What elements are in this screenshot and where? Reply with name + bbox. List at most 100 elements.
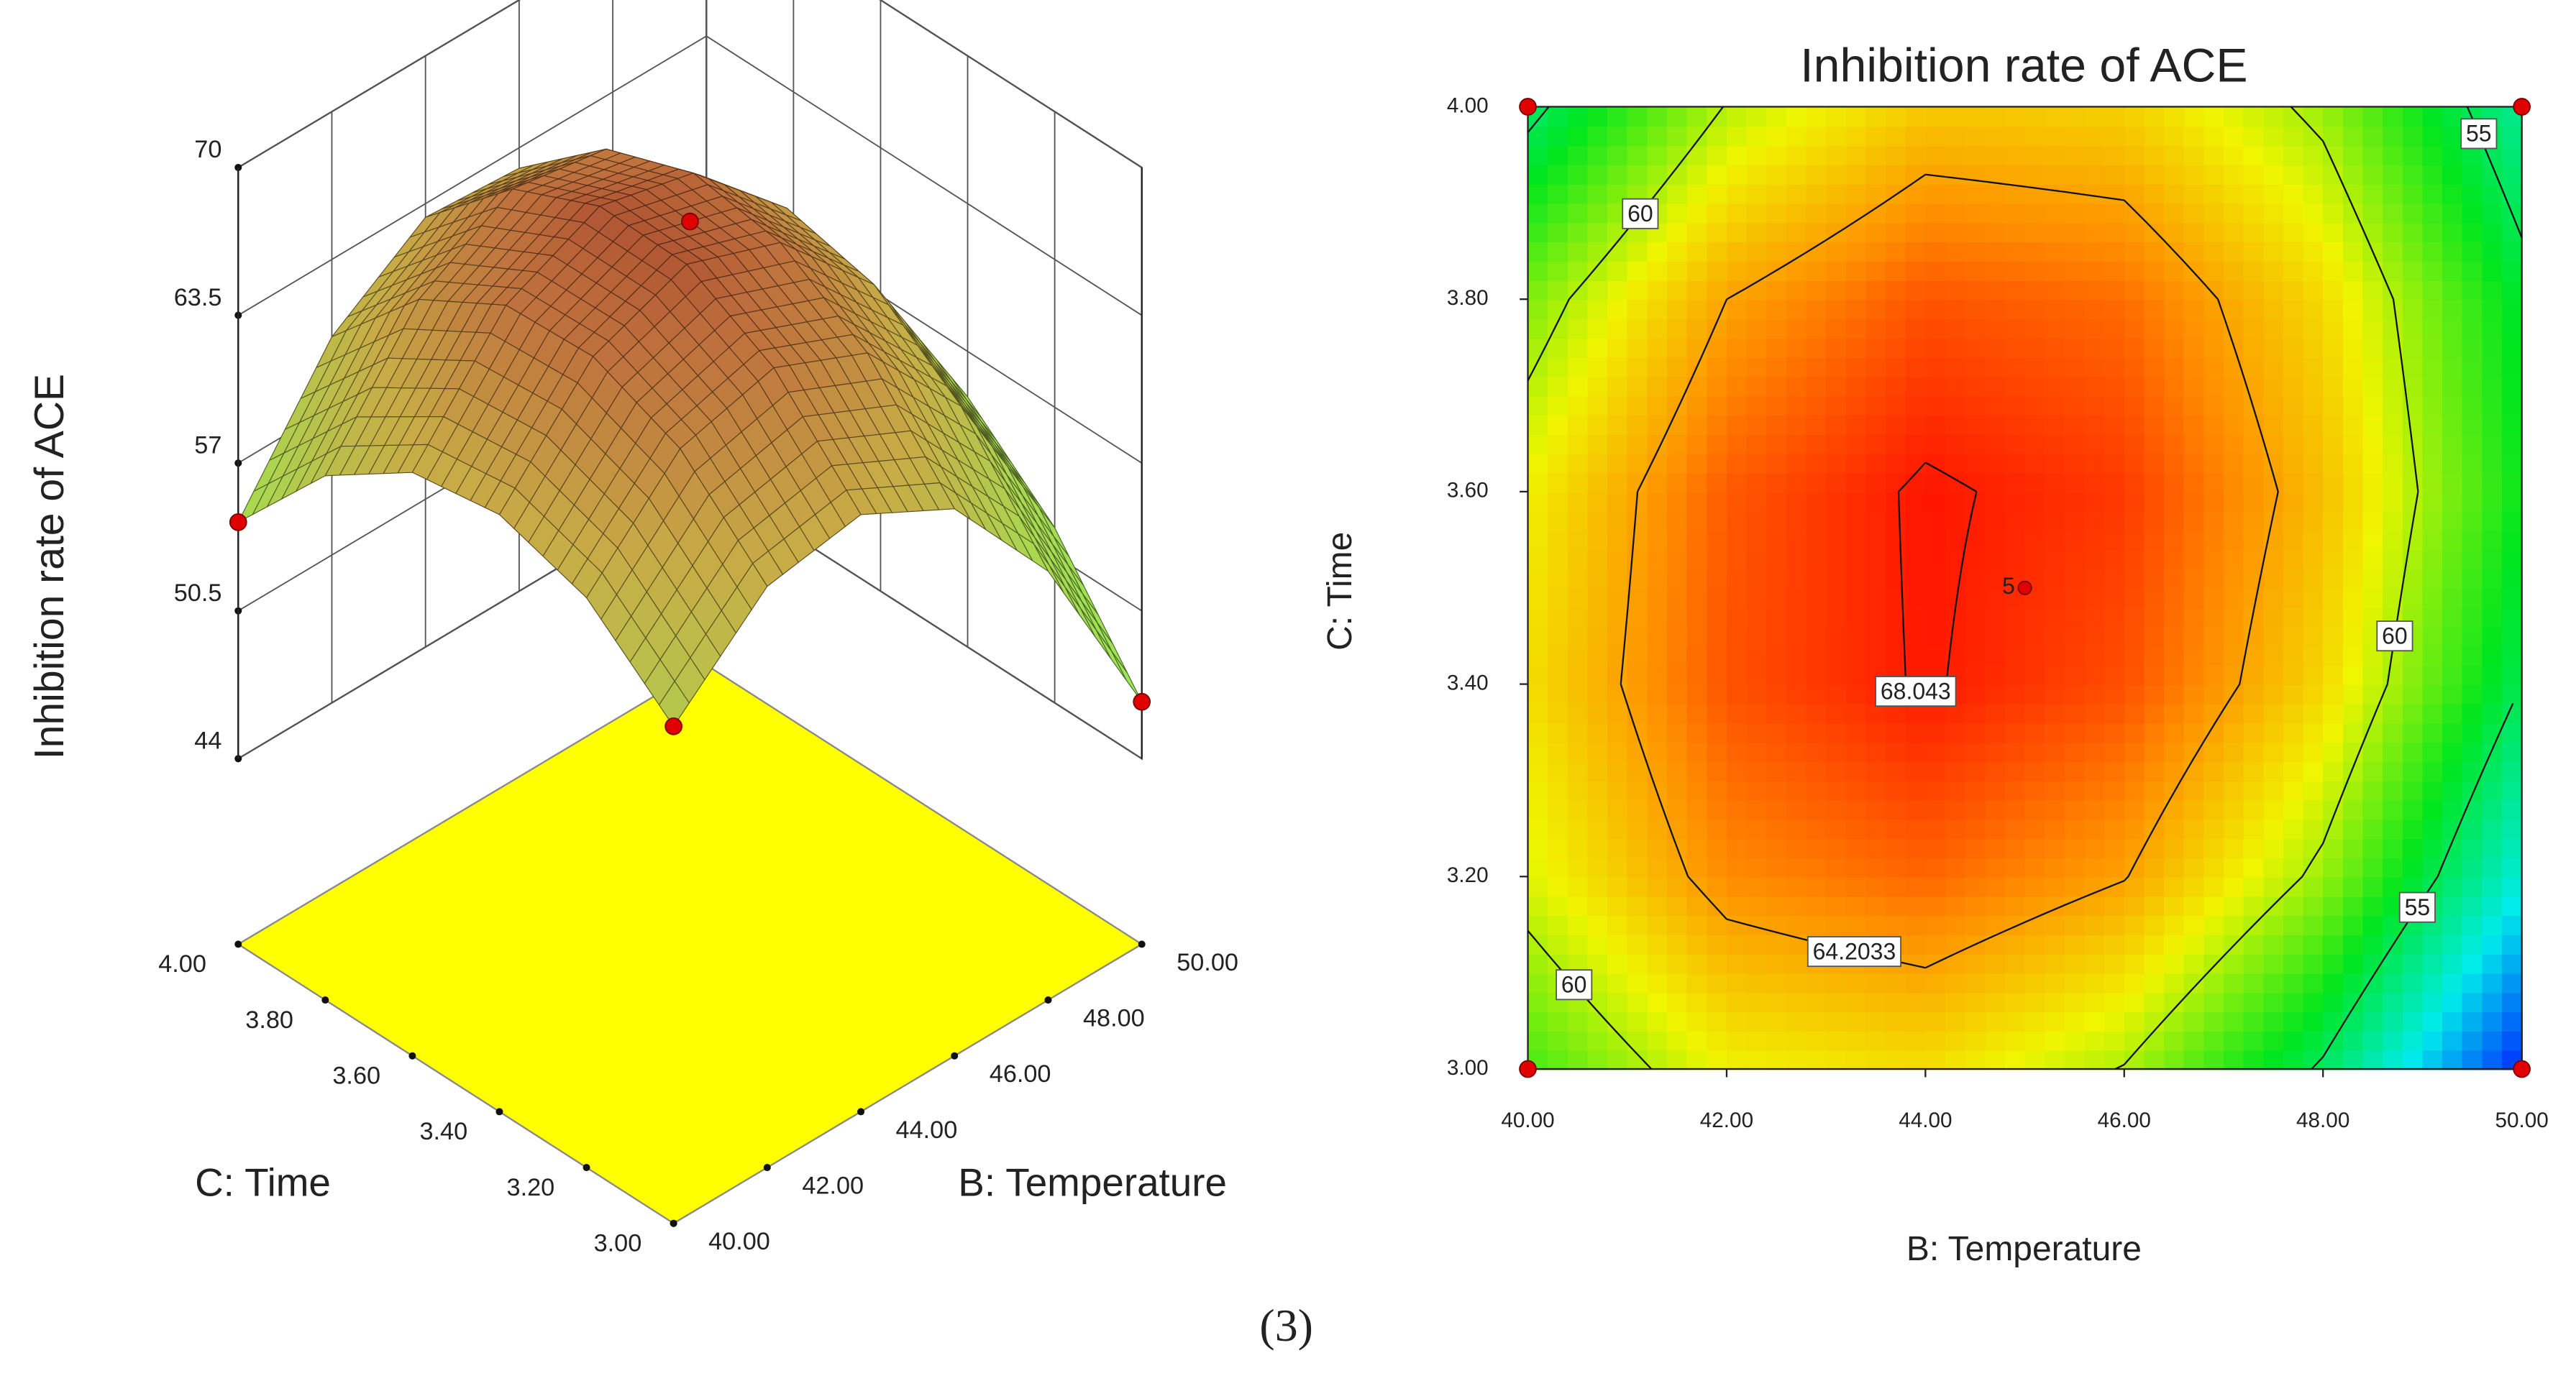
heat-cell <box>1686 299 1708 320</box>
heat-cell <box>1587 818 1609 840</box>
heat-cell <box>2084 491 2106 513</box>
heat-cell <box>1607 1011 1629 1032</box>
heat-cell <box>1925 1030 1947 1051</box>
heat-cell <box>1686 164 1708 185</box>
heat-cell <box>1667 299 1689 320</box>
heat-cell <box>2402 222 2424 243</box>
heat-cell <box>2501 587 2523 608</box>
heat-cell <box>2203 126 2225 147</box>
heat-cell <box>2203 203 2225 224</box>
heat-cell <box>2045 222 2066 243</box>
heat-cell <box>2183 1050 2205 1070</box>
heat-cell <box>2482 472 2503 493</box>
heat-cell <box>1786 549 1807 570</box>
heat-cell <box>1985 106 2006 127</box>
heat-cell <box>2482 607 2503 628</box>
heat-cell <box>2422 991 2444 1013</box>
heat-cell <box>1587 876 1609 897</box>
heat-cell <box>2342 973 2364 994</box>
heat-cell <box>2482 896 2503 917</box>
heat-cell <box>2124 664 2145 685</box>
heat-cell <box>1527 646 1549 666</box>
heat-cell <box>1806 241 1827 262</box>
heat-cell <box>1786 183 1807 204</box>
heat-cell <box>2004 1011 2026 1032</box>
heat-cell <box>2482 395 2503 416</box>
heat-cell <box>2104 646 2126 666</box>
heat-cell <box>2402 587 2424 608</box>
heat-cell <box>1905 1030 1927 1051</box>
heat-cell <box>2402 780 2424 801</box>
heat-cell <box>2402 414 2424 435</box>
heat-cell <box>1766 549 1788 570</box>
heat-cell <box>2144 568 2165 589</box>
heat-cell <box>2342 260 2364 281</box>
heat-cell <box>2402 337 2424 358</box>
heat-cell <box>1925 818 1947 840</box>
heat-cell <box>1806 530 1827 551</box>
heat-cell <box>1647 587 1668 608</box>
heat-cell <box>2362 126 2384 147</box>
heat-cell <box>2462 530 2483 551</box>
heat-cell <box>2124 953 2145 974</box>
heat-cell <box>2303 780 2324 801</box>
heat-cell <box>1985 838 2006 858</box>
heat-cell <box>1567 203 1589 224</box>
heat-cell <box>2004 299 2026 320</box>
heat-cell <box>2482 260 2503 281</box>
heat-cell <box>2064 280 2086 300</box>
heat-cell <box>2243 934 2265 955</box>
heat-cell <box>2383 838 2404 858</box>
heat-cell <box>2104 664 2126 685</box>
heat-cell <box>1845 126 1867 147</box>
heat-cell <box>1587 203 1609 224</box>
heat-cell <box>1746 818 1768 840</box>
heat-cell <box>1905 722 1927 743</box>
heat-cell <box>1548 549 1569 570</box>
heat-cell <box>1826 280 1847 300</box>
heat-cell <box>1548 838 1569 858</box>
heat-cell <box>2045 145 2066 166</box>
heat-cell <box>1548 1011 1569 1032</box>
heat-cell <box>1766 280 1788 300</box>
heat-cell <box>2164 337 2186 358</box>
heat-cell <box>1627 260 1648 281</box>
heat-cell <box>1587 260 1609 281</box>
heat-cell <box>1627 626 1648 647</box>
heat-cell <box>1726 357 1748 377</box>
heat-cell <box>2024 472 2046 493</box>
heat-cell <box>1647 857 1668 878</box>
heat-cell <box>1905 876 1927 897</box>
heat-cell <box>1527 607 1549 628</box>
heat-cell <box>1925 395 1947 416</box>
heat-cell <box>2084 318 2106 339</box>
heat-cell <box>1865 106 1887 127</box>
heat-cell <box>2323 587 2344 608</box>
heat-cell <box>1567 337 1589 358</box>
heat-cell <box>1686 568 1708 589</box>
y-tick-label: 3.60 <box>1447 479 1489 503</box>
heat-cell <box>1587 799 1609 820</box>
heat-cell <box>1667 973 1689 994</box>
heat-cell <box>2144 761 2165 781</box>
heat-cell <box>2383 722 2404 743</box>
heat-cell <box>1925 914 1947 935</box>
heat-cell <box>2283 1030 2304 1051</box>
heat-cell <box>2004 376 2026 397</box>
heat-cell <box>2024 106 2046 127</box>
heat-cell <box>2462 973 2483 994</box>
heat-cell <box>1945 991 1967 1013</box>
heat-cell <box>1865 472 1887 493</box>
heat-cell <box>2243 741 2265 763</box>
heat-cell <box>2104 376 2126 397</box>
heat-cell <box>2024 280 2046 300</box>
heat-cell <box>2303 414 2324 435</box>
heat-cell <box>1985 357 2006 377</box>
heat-cell <box>1686 607 1708 628</box>
heat-cell <box>2064 106 2086 127</box>
heat-cell <box>1985 453 2006 474</box>
heat-cell <box>2064 1030 2086 1051</box>
heat-cell <box>1647 914 1668 935</box>
heat-cell <box>2144 587 2165 608</box>
heat-cell <box>1786 299 1807 320</box>
